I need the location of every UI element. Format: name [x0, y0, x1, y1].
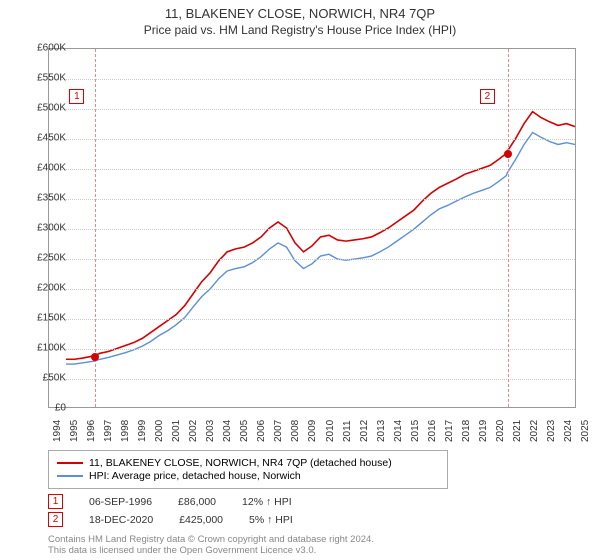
chart-title-address: 11, BLAKENEY CLOSE, NORWICH, NR4 7QP: [0, 6, 600, 21]
x-axis-label: 2006: [256, 420, 267, 442]
sale-date: 18-DEC-2020: [89, 514, 153, 526]
legend-row: 11, BLAKENEY CLOSE, NORWICH, NR4 7QP (de…: [57, 457, 439, 469]
y-axis-label: £500K: [37, 103, 66, 114]
chart-container: 11, BLAKENEY CLOSE, NORWICH, NR4 7QP Pri…: [0, 0, 600, 560]
y-axis-label: £0: [55, 403, 66, 414]
x-axis-label: 1994: [52, 420, 63, 442]
y-axis-label: £350K: [37, 193, 66, 204]
y-axis-label: £400K: [37, 163, 66, 174]
x-axis-label: 2004: [222, 420, 233, 442]
gridline: [49, 289, 575, 290]
x-axis-label: 2020: [495, 420, 506, 442]
x-axis-label: 1999: [137, 420, 148, 442]
x-axis-label: 2005: [239, 420, 250, 442]
x-axis-label: 2017: [444, 420, 455, 442]
x-axis-label: 2000: [154, 420, 165, 442]
gridline: [49, 109, 575, 110]
x-axis-label: 1996: [86, 420, 97, 442]
x-axis-label: 1997: [103, 420, 114, 442]
y-axis-label: £150K: [37, 313, 66, 324]
gridline: [49, 379, 575, 380]
chart-title-subtitle: Price paid vs. HM Land Registry's House …: [0, 23, 600, 37]
x-axis-label: 2025: [580, 420, 591, 442]
sale-number-badge: 2: [480, 89, 495, 104]
x-axis-label: 2023: [546, 420, 557, 442]
sale-row: 1 06-SEP-1996 £86,000 12% ↑ HPI: [48, 494, 293, 509]
footer-line: This data is licensed under the Open Gov…: [48, 545, 374, 556]
sale-price: £86,000: [178, 496, 216, 508]
x-axis-label: 2024: [563, 420, 574, 442]
gridline: [49, 169, 575, 170]
sale-vline: [508, 49, 509, 407]
x-axis-label: 1995: [69, 420, 80, 442]
gridline: [49, 199, 575, 200]
x-axis-label: 2001: [171, 420, 182, 442]
legend-swatch: [57, 462, 83, 464]
x-axis-label: 2021: [512, 420, 523, 442]
plot-area: 12: [48, 48, 576, 408]
gridline: [49, 319, 575, 320]
x-axis-label: 2018: [461, 420, 472, 442]
x-axis-label: 2009: [307, 420, 318, 442]
legend-swatch: [57, 475, 83, 477]
series-line: [66, 133, 575, 365]
x-axis-label: 2003: [205, 420, 216, 442]
x-axis-label: 2010: [325, 420, 336, 442]
x-axis-label: 2008: [290, 420, 301, 442]
sale-number-badge: 1: [69, 89, 84, 104]
x-axis-label: 2012: [359, 420, 370, 442]
gridline: [49, 229, 575, 230]
footer-note: Contains HM Land Registry data © Crown c…: [48, 534, 374, 557]
footer-line: Contains HM Land Registry data © Crown c…: [48, 534, 374, 545]
gridline: [49, 349, 575, 350]
sale-badge: 1: [48, 494, 63, 509]
y-axis-label: £300K: [37, 223, 66, 234]
y-axis-label: £100K: [37, 343, 66, 354]
sale-date: 06-SEP-1996: [89, 496, 152, 508]
gridline: [49, 139, 575, 140]
sales-table: 1 06-SEP-1996 £86,000 12% ↑ HPI 2 18-DEC…: [48, 494, 293, 530]
chart-lines: [49, 49, 575, 407]
x-axis-label: 2011: [342, 420, 353, 442]
gridline: [49, 259, 575, 260]
gridline: [49, 79, 575, 80]
sale-price: £425,000: [179, 514, 223, 526]
series-line: [66, 112, 575, 360]
x-axis-label: 2014: [393, 420, 404, 442]
y-axis-label: £550K: [37, 73, 66, 84]
sale-delta: 12% ↑ HPI: [242, 496, 292, 508]
x-axis-label: 2022: [529, 420, 540, 442]
x-axis-label: 2015: [410, 420, 421, 442]
legend-box: 11, BLAKENEY CLOSE, NORWICH, NR4 7QP (de…: [48, 450, 448, 489]
y-axis-label: £50K: [43, 373, 66, 384]
title-block: 11, BLAKENEY CLOSE, NORWICH, NR4 7QP Pri…: [0, 0, 600, 39]
x-axis-label: 2002: [188, 420, 199, 442]
legend-label: 11, BLAKENEY CLOSE, NORWICH, NR4 7QP (de…: [89, 457, 392, 469]
x-axis-label: 2013: [376, 420, 387, 442]
x-axis-label: 1998: [120, 420, 131, 442]
sale-row: 2 18-DEC-2020 £425,000 5% ↑ HPI: [48, 512, 293, 527]
y-axis-label: £250K: [37, 253, 66, 264]
y-axis-label: £450K: [37, 133, 66, 144]
legend-row: HPI: Average price, detached house, Norw…: [57, 470, 439, 482]
y-axis-label: £200K: [37, 283, 66, 294]
sale-marker: [91, 353, 99, 361]
sale-marker: [504, 150, 512, 158]
sale-badge: 2: [48, 512, 63, 527]
x-axis-label: 2007: [273, 420, 284, 442]
x-axis-label: 2016: [427, 420, 438, 442]
sale-delta: 5% ↑ HPI: [249, 514, 293, 526]
legend-label: HPI: Average price, detached house, Norw…: [89, 470, 301, 482]
y-axis-label: £600K: [37, 43, 66, 54]
x-axis-label: 2019: [478, 420, 489, 442]
